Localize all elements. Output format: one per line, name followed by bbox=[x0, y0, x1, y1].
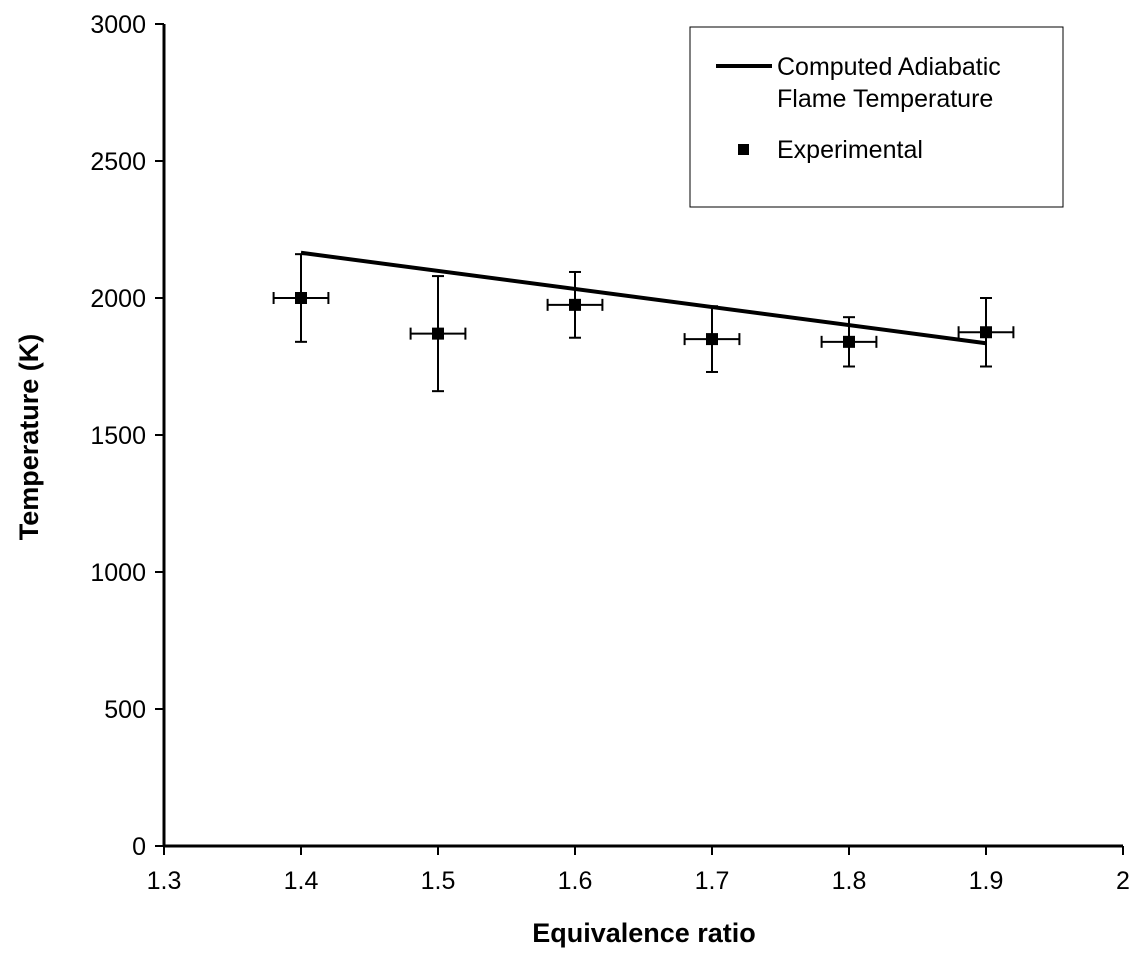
x-tick-label: 2 bbox=[1116, 867, 1130, 895]
x-tick-label: 1.3 bbox=[147, 867, 182, 895]
y-axis-title: Temperature (K) bbox=[14, 334, 44, 541]
x-axis-title: Equivalence ratio bbox=[532, 918, 756, 948]
legend-box bbox=[689, 26, 1064, 208]
x-tick-label: 1.5 bbox=[421, 867, 456, 895]
experimental-point bbox=[980, 326, 992, 339]
legend-label-computed-line1: Computed Adiabatic bbox=[777, 53, 1001, 81]
experimental-point bbox=[706, 333, 718, 346]
computed-flame-temperature-line bbox=[300, 250, 987, 346]
y-tick-label: 2000 bbox=[90, 285, 146, 313]
x-tick-label: 1.8 bbox=[832, 867, 867, 895]
x-tick-label: 1.9 bbox=[969, 867, 1004, 895]
y-tick-label: 1500 bbox=[90, 422, 146, 450]
x-tick-label: 1.4 bbox=[284, 867, 319, 895]
legend-label-computed: Computed Adiabatic Flame Temperature bbox=[777, 53, 1008, 113]
series-layer bbox=[272, 250, 1015, 393]
y-tick-label: 0 bbox=[132, 833, 146, 861]
y-tick-label: 2500 bbox=[90, 148, 146, 176]
experimental-point bbox=[843, 335, 855, 348]
experimental-point bbox=[295, 292, 307, 304]
y-tick-label: 1000 bbox=[90, 559, 146, 587]
legend-square-swatch bbox=[738, 144, 749, 155]
legend: Computed Adiabatic Flame Temperature Exp… bbox=[689, 26, 1064, 208]
x-tick-label: 1.6 bbox=[558, 867, 593, 895]
legend-label-experimental: Experimental bbox=[777, 136, 923, 164]
experimental-point bbox=[569, 298, 581, 311]
y-tick-label: 500 bbox=[104, 696, 146, 724]
y-tick-label: 3000 bbox=[90, 11, 146, 39]
x-tick-label: 1.7 bbox=[695, 867, 730, 895]
legend-label-computed-line2: Flame Temperature bbox=[777, 85, 993, 113]
ticks: 1.3 1.4 1.5 1.6 1.7 1.8 1.9 2 0 500 1000 1500 2000 25… bbox=[90, 11, 1130, 895]
experimental-point bbox=[432, 327, 444, 340]
